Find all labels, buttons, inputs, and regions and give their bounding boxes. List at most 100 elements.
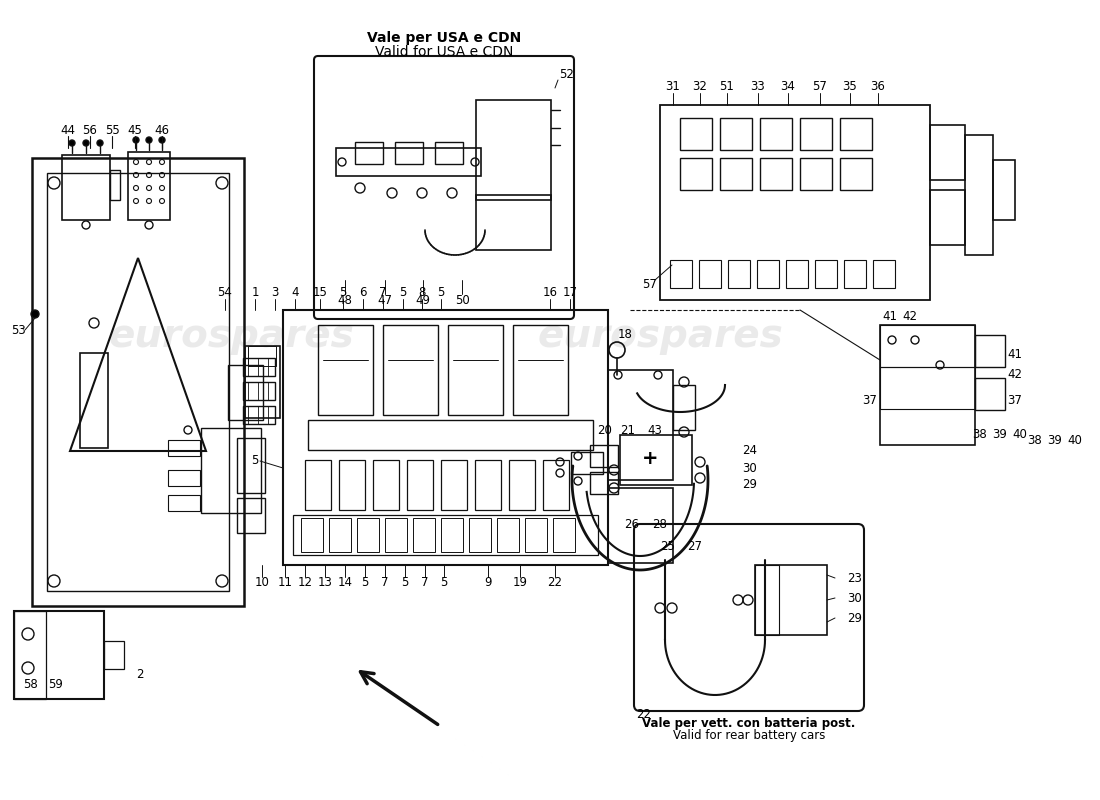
Text: eurospares: eurospares: [537, 317, 783, 355]
Bar: [168, 440, 200, 456]
Circle shape: [133, 137, 139, 143]
Bar: [755, 565, 827, 635]
Bar: [305, 460, 331, 510]
Bar: [673, 385, 695, 430]
Text: 26: 26: [625, 518, 639, 531]
Bar: [441, 518, 463, 552]
Bar: [680, 118, 712, 150]
Text: 46: 46: [154, 123, 169, 137]
Bar: [800, 158, 832, 190]
Bar: [840, 158, 872, 190]
Bar: [513, 325, 568, 415]
Bar: [318, 325, 373, 415]
Text: 13: 13: [318, 577, 332, 590]
Text: 59: 59: [48, 678, 64, 691]
Text: 10: 10: [254, 577, 270, 590]
Text: 56: 56: [82, 123, 98, 137]
Bar: [975, 378, 1005, 410]
Text: 36: 36: [870, 81, 886, 94]
Bar: [873, 260, 895, 288]
Bar: [385, 518, 407, 552]
Text: 5: 5: [339, 286, 346, 298]
Bar: [412, 518, 434, 552]
Text: 15: 15: [312, 286, 328, 298]
Bar: [248, 346, 276, 366]
Text: 6: 6: [360, 286, 366, 298]
Bar: [243, 382, 275, 400]
Bar: [62, 155, 110, 220]
Bar: [608, 488, 673, 563]
Bar: [757, 260, 779, 288]
Bar: [497, 518, 519, 552]
Bar: [930, 125, 965, 180]
Bar: [475, 460, 500, 510]
Text: 37: 37: [1008, 394, 1022, 406]
Bar: [840, 118, 872, 150]
Bar: [104, 641, 124, 669]
Text: 39: 39: [992, 429, 1008, 442]
Text: 5: 5: [440, 577, 448, 590]
Bar: [339, 460, 365, 510]
Text: 35: 35: [843, 81, 857, 94]
Bar: [168, 495, 200, 511]
Bar: [476, 195, 551, 250]
Bar: [245, 346, 280, 418]
Text: 49: 49: [416, 294, 430, 306]
Bar: [993, 160, 1015, 220]
Text: 38: 38: [1027, 434, 1043, 446]
Text: 8: 8: [418, 286, 426, 298]
Bar: [880, 325, 975, 367]
Text: 40: 40: [1013, 429, 1027, 442]
Text: 5: 5: [251, 454, 258, 466]
Text: 57: 57: [642, 278, 658, 291]
Bar: [571, 452, 603, 474]
Bar: [373, 460, 399, 510]
Text: 39: 39: [1047, 434, 1063, 446]
Text: 38: 38: [972, 429, 988, 442]
Text: 57: 57: [813, 81, 827, 94]
Bar: [698, 260, 720, 288]
Bar: [608, 370, 673, 480]
Text: 41: 41: [1008, 349, 1023, 362]
Bar: [755, 565, 779, 635]
Bar: [930, 190, 965, 245]
Text: 5: 5: [361, 577, 368, 590]
Text: 5: 5: [402, 577, 409, 590]
Text: 40: 40: [1068, 434, 1082, 446]
Text: 23: 23: [848, 571, 862, 585]
Text: 7: 7: [379, 286, 387, 298]
Text: 47: 47: [377, 294, 393, 306]
Text: 9: 9: [484, 577, 492, 590]
Text: 48: 48: [338, 294, 352, 306]
Bar: [660, 105, 930, 300]
Bar: [14, 611, 46, 699]
Circle shape: [160, 137, 165, 143]
Text: 24: 24: [742, 443, 758, 457]
Bar: [800, 118, 832, 150]
Bar: [975, 335, 1005, 367]
Text: Valid for USA e CDN: Valid for USA e CDN: [375, 45, 514, 59]
Bar: [680, 158, 712, 190]
Bar: [720, 118, 752, 150]
Bar: [543, 460, 569, 510]
Bar: [80, 353, 108, 448]
Text: eurospares: eurospares: [108, 317, 354, 355]
Text: Valid for rear battery cars: Valid for rear battery cars: [673, 730, 825, 742]
Text: 31: 31: [666, 81, 681, 94]
Bar: [728, 260, 750, 288]
Text: 58: 58: [23, 678, 37, 691]
Bar: [329, 518, 351, 552]
Text: 14: 14: [338, 577, 352, 590]
Bar: [448, 325, 503, 415]
Circle shape: [146, 137, 152, 143]
Text: 7: 7: [382, 577, 388, 590]
Circle shape: [82, 140, 89, 146]
Bar: [47, 173, 229, 591]
Text: 51: 51: [719, 81, 735, 94]
Bar: [355, 142, 383, 164]
Bar: [236, 438, 265, 493]
Bar: [201, 428, 261, 513]
Text: 3: 3: [272, 286, 278, 298]
Text: 42: 42: [902, 310, 917, 322]
Bar: [880, 325, 975, 445]
